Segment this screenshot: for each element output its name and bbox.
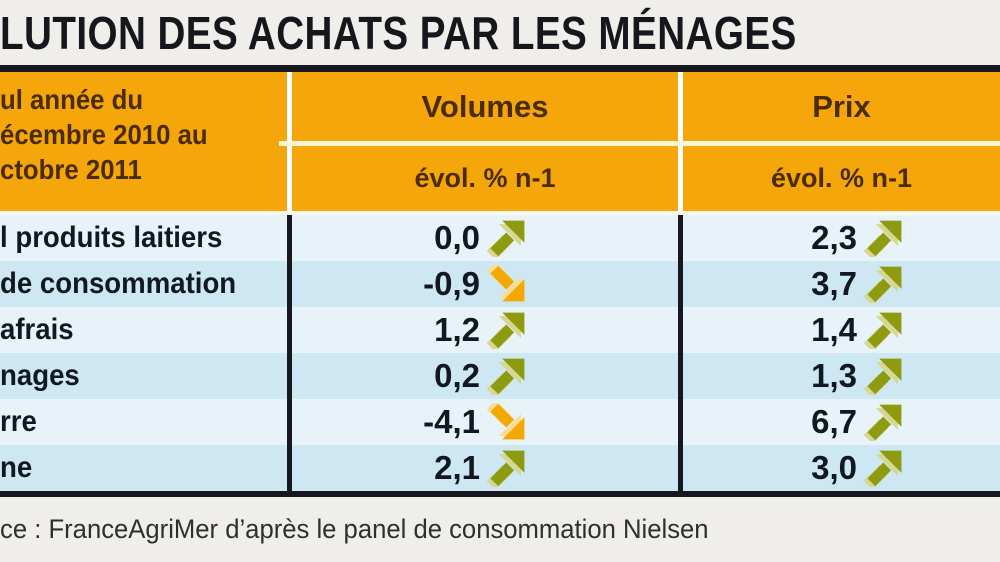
- prix-value: 2,3: [811, 219, 857, 256]
- period-header: ul année du écembre 2010 au ctobre 2011: [0, 82, 264, 187]
- title-rule: [0, 65, 1000, 72]
- prix-cell: 6,7: [683, 403, 905, 441]
- trend-down-icon: [486, 403, 525, 440]
- table-body: l produits laitiers 0,0 2,3 de consommation…: [0, 215, 1000, 491]
- subheader-prix: évol. % n-1: [770, 163, 913, 193]
- volume-cell: 0,0: [292, 219, 528, 257]
- volume-cell: -4,1: [292, 403, 528, 441]
- header-subdivider: [279, 141, 1000, 146]
- header-body-gap: [0, 211, 1000, 215]
- volume-value: 2,1: [434, 449, 480, 486]
- volume-cell: 1,2: [292, 311, 528, 349]
- trend-up-icon: [863, 312, 902, 349]
- table-row: nages 0,2 1,3: [0, 353, 1000, 399]
- period-line-1: ul année du: [0, 84, 144, 115]
- trend-up-icon: [863, 220, 902, 257]
- column-header-prix: Prix: [812, 88, 871, 124]
- row-label: afrais: [0, 313, 74, 346]
- row-label: l produits laitiers: [0, 221, 223, 254]
- table-row: rre -4,1 6,7: [0, 399, 1000, 445]
- table-row: ne 2,1 3,0: [0, 445, 1000, 491]
- row-label: ne: [0, 451, 33, 484]
- source-text: ce : FranceAgriMer d’après le panel de c…: [0, 514, 709, 544]
- page-title: LUTION DES ACHATS PAR LES MÉNAGES: [0, 6, 797, 59]
- table-row: l produits laitiers 0,0 2,3: [0, 215, 1000, 261]
- source-band: ce : FranceAgriMer d’après le panel de c…: [0, 497, 1000, 562]
- trend-up-icon: [486, 312, 525, 349]
- prix-cell: 1,4: [683, 311, 905, 349]
- trend-up-icon: [863, 450, 902, 487]
- volume-cell: 2,1: [292, 449, 528, 487]
- period-line-3: ctobre 2011: [0, 154, 142, 185]
- volume-cell: -0,9: [292, 265, 528, 303]
- trend-up-icon: [486, 220, 525, 257]
- prix-value: 3,7: [811, 265, 857, 302]
- period-line-2: écembre 2010 au: [0, 119, 208, 150]
- prix-value: 1,3: [811, 357, 857, 394]
- trend-down-icon: [486, 265, 525, 302]
- volume-value: 1,2: [434, 311, 480, 348]
- trend-up-icon: [863, 266, 902, 303]
- body-divider-left: [287, 215, 292, 491]
- volume-cell: 0,2: [292, 357, 528, 395]
- prix-value: 3,0: [811, 449, 857, 486]
- column-header-volumes: Volumes: [421, 88, 549, 124]
- subheader-volumes: évol. % n-1: [414, 163, 556, 193]
- row-label: nages: [0, 359, 80, 392]
- table-bottom-rule: [0, 491, 1000, 497]
- volume-value: -4,1: [423, 403, 480, 440]
- prix-cell: 1,3: [683, 357, 905, 395]
- row-label: de consommation: [0, 267, 237, 300]
- table-row: afrais 1,2 1,4: [0, 307, 1000, 353]
- table-header: ul année du écembre 2010 au ctobre 2011 …: [0, 72, 1000, 211]
- prix-cell: 2,3: [683, 219, 905, 257]
- prix-cell: 3,7: [683, 265, 905, 303]
- trend-up-icon: [863, 404, 902, 441]
- prix-value: 6,7: [811, 403, 857, 440]
- trend-up-icon: [486, 358, 525, 395]
- volume-value: 0,0: [434, 219, 480, 256]
- volume-value: 0,2: [434, 357, 480, 394]
- trend-up-icon: [486, 450, 525, 487]
- prix-cell: 3,0: [683, 449, 905, 487]
- title-band: LUTION DES ACHATS PAR LES MÉNAGES: [0, 0, 1000, 65]
- prix-value: 1,4: [811, 311, 857, 348]
- volume-value: -0,9: [423, 265, 480, 302]
- body-divider-right: [678, 215, 683, 491]
- row-label: rre: [0, 405, 37, 438]
- table-row: de consommation -0,9 3,7: [0, 261, 1000, 307]
- trend-up-icon: [863, 358, 902, 395]
